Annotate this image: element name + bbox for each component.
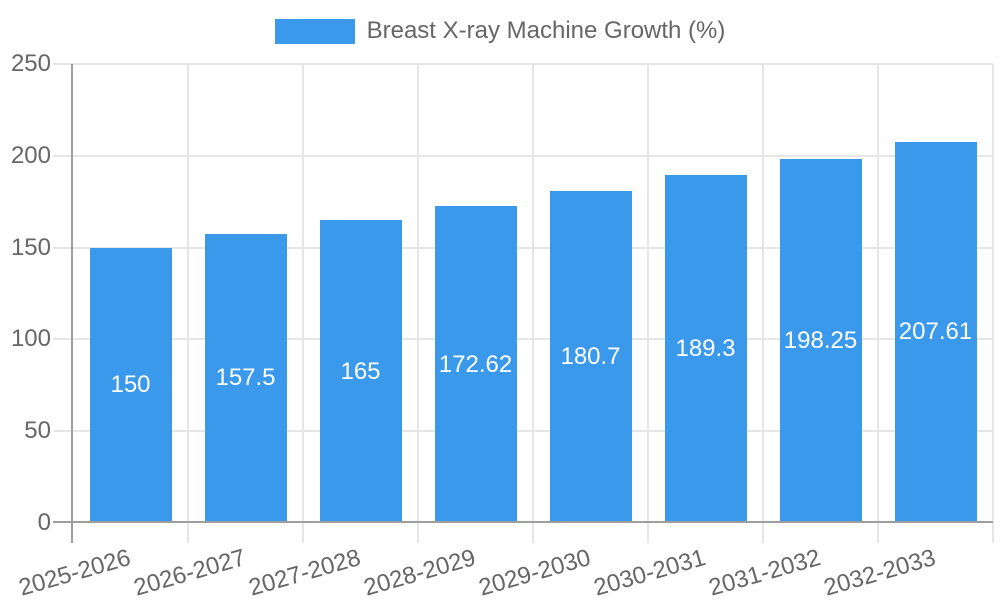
bar: 180.7 — [549, 191, 632, 523]
y-tick-label: 200 — [10, 141, 51, 169]
legend[interactable]: Breast X-ray Machine Growth (%) — [0, 17, 1000, 45]
x-tick-label: 2028-2029 — [361, 544, 479, 600]
v-gridline — [762, 64, 764, 543]
x-tick-label: 2032-2033 — [821, 544, 939, 600]
x-axis-line — [53, 521, 993, 523]
x-tick-label: 2030-2031 — [591, 544, 709, 600]
v-gridline — [302, 64, 304, 543]
v-gridline — [877, 64, 879, 543]
bar-value-label: 207.61 — [898, 318, 973, 346]
v-gridline — [647, 64, 649, 543]
y-tick-label: 250 — [10, 50, 51, 77]
h-gridline — [53, 154, 993, 157]
bar: 157.5 — [204, 233, 287, 523]
h-gridline — [53, 246, 993, 249]
bar-value-label: 165 — [340, 357, 381, 385]
plot-area: 150 157.5 165 172.62 180.7 189.3 198.25 207.61 — [53, 63, 994, 543]
bar: 207.61 — [894, 141, 977, 523]
x-tick-label: 2029-2030 — [476, 544, 594, 600]
x-tick-label: 2025-2026 — [16, 544, 134, 600]
bar-value-label: 198.25 — [783, 327, 858, 354]
bar-value-label: 150 — [110, 371, 151, 399]
bar: 172.62 — [434, 206, 517, 523]
bar-value-label: 180.7 — [560, 343, 621, 371]
legend-label: Breast X-ray Machine Growth (%) — [366, 17, 726, 44]
v-gridline — [187, 64, 189, 543]
v-gridline — [992, 64, 994, 543]
y-axis-line — [71, 64, 73, 543]
bar: 189.3 — [664, 175, 747, 523]
bar-value-label: 172.62 — [438, 350, 513, 378]
x-tick-label: 2031-2032 — [706, 544, 824, 600]
x-tick-label: 2026-2027 — [131, 544, 249, 600]
v-gridline — [417, 64, 419, 543]
x-axis-labels: 2025-2026 2026-2027 2027-2028 2028-2029 2029… — [16, 543, 993, 600]
bar: 165 — [319, 220, 402, 523]
h-gridline — [53, 63, 993, 65]
bar-value-label: 189.3 — [675, 335, 736, 363]
legend-swatch — [274, 18, 355, 44]
y-tick-label: 100 — [10, 325, 51, 353]
v-gridline — [532, 64, 534, 543]
y-tick-label: 150 — [10, 233, 51, 261]
y-tick-label: 0 — [37, 509, 51, 536]
y-tick-label: 50 — [24, 417, 51, 445]
bar-value-label: 157.5 — [215, 364, 276, 392]
h-gridline — [53, 338, 993, 341]
y-axis-labels: 0 50 100 150 200 250 — [0, 52, 51, 535]
bar: 198.25 — [779, 159, 862, 523]
x-tick-label: 2027-2028 — [246, 544, 364, 600]
bar: 150 — [89, 247, 172, 523]
h-gridline — [53, 430, 993, 433]
